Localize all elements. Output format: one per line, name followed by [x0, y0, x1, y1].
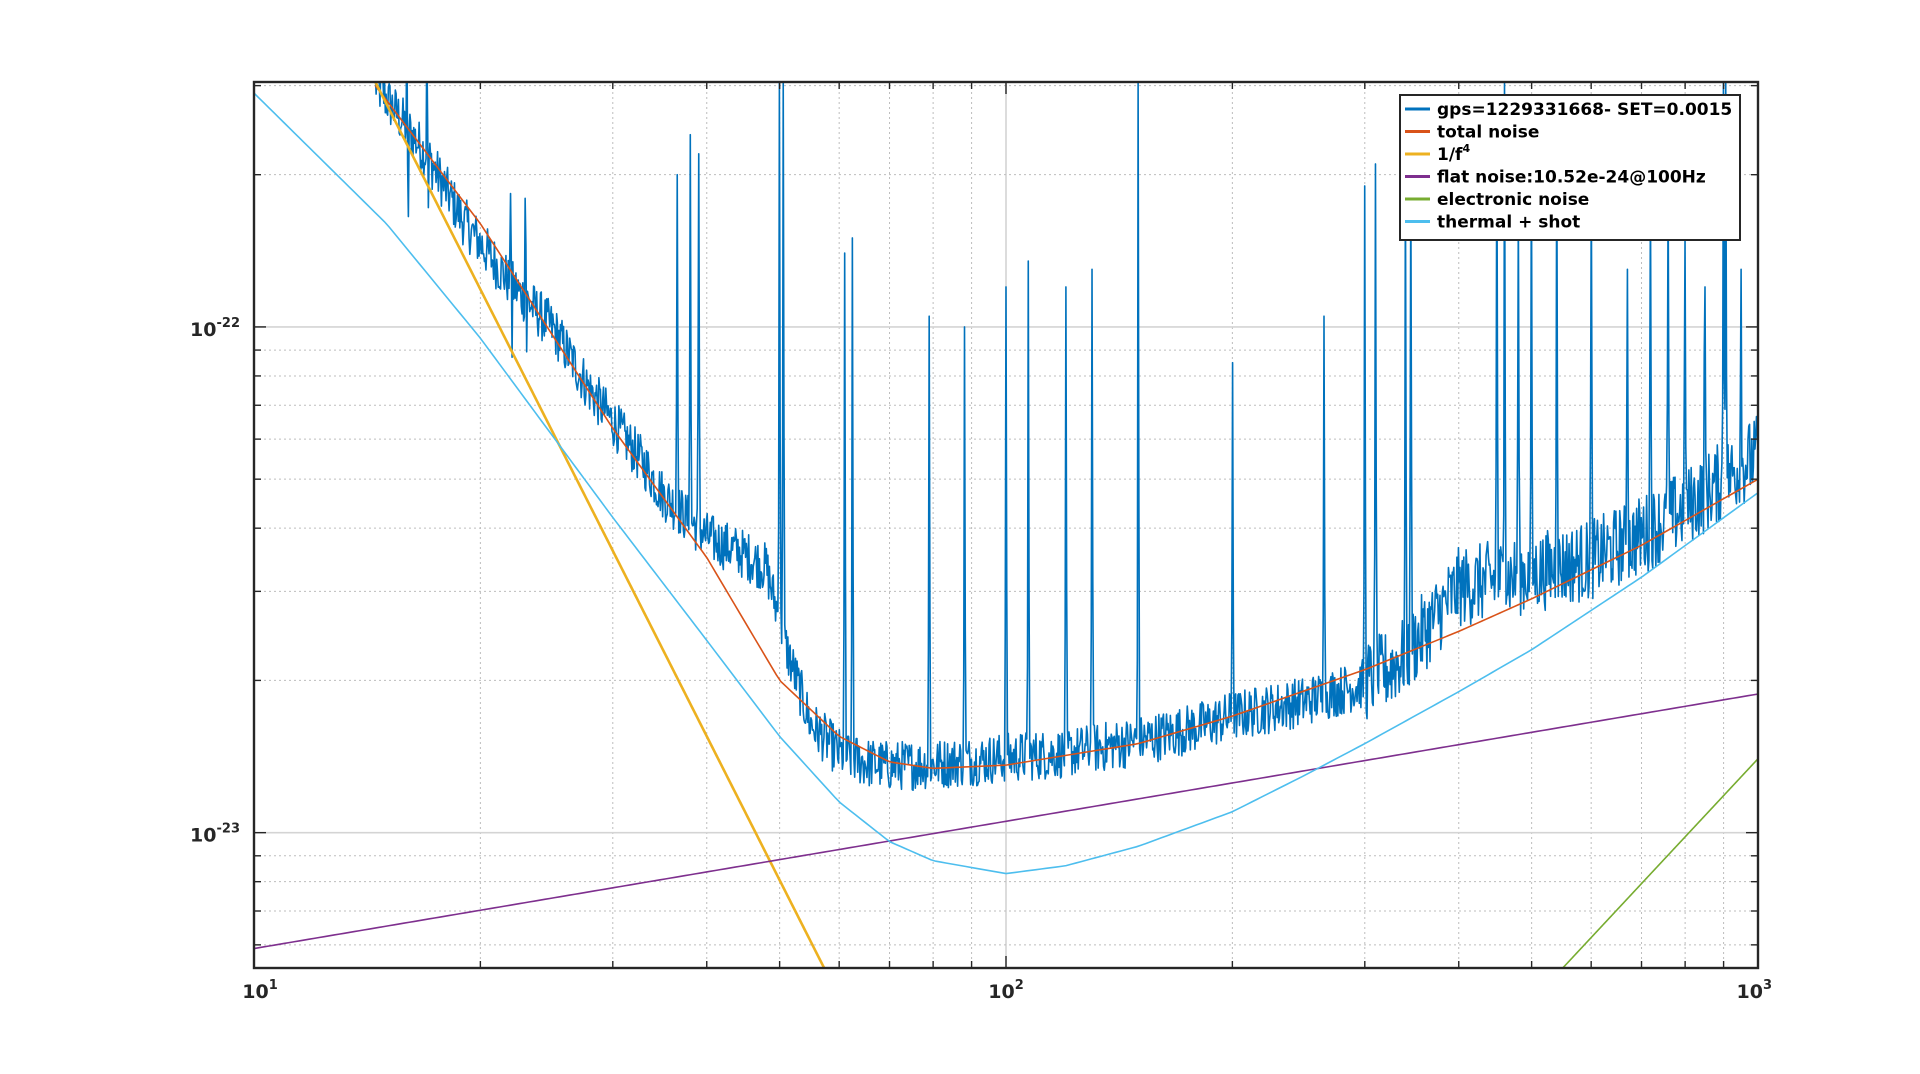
legend-entry[interactable]: 1/f4 [1437, 142, 1470, 165]
y-tick-label: 10-22 [190, 316, 240, 341]
tick-labels: 101 102 103 10-23 10-22 [190, 316, 1772, 1003]
legend-entry[interactable]: gps=1229331668- SET=0.0015 [1437, 100, 1732, 120]
legend[interactable]: gps=1229331668- SET=0.0015 total noise1/f… [1399, 94, 1741, 241]
legend-box [1399, 94, 1741, 241]
x-tick-label: 102 [988, 978, 1024, 1003]
x-tick-label: 103 [1737, 978, 1773, 1003]
ticks [253, 82, 1758, 968]
legend-entry[interactable]: thermal + shot [1437, 213, 1580, 233]
legend-entry[interactable]: total noise [1437, 123, 1539, 143]
thermal-shot-line [254, 92, 1758, 875]
1-f-line [374, 82, 826, 968]
flat-noise-10-52e-24-100hz-line [254, 693, 1758, 950]
legend-entry[interactable]: flat noise:10.52e-24@100Hz [1437, 168, 1706, 188]
legend-entry[interactable]: electronic noise [1437, 190, 1589, 210]
series-layer [254, 82, 1758, 968]
total-noise-line [374, 85, 1758, 770]
y-tick-label: 10-23 [190, 822, 240, 847]
electronic-noise-line [1562, 758, 1758, 968]
x-tick-label: 101 [242, 978, 278, 1003]
